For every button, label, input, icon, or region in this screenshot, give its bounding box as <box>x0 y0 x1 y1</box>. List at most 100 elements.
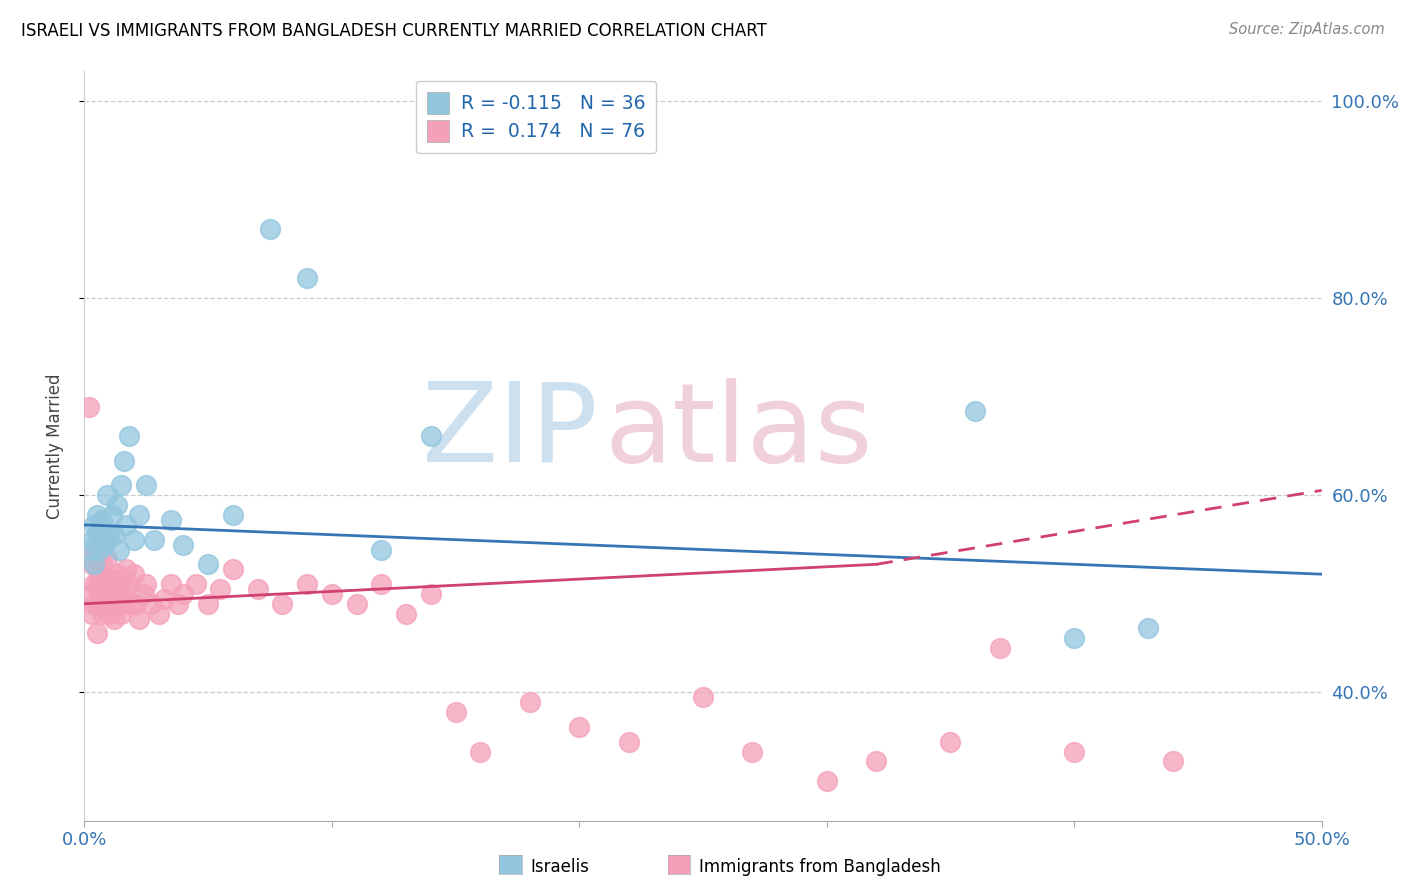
Point <box>96 591 118 606</box>
Point <box>110 607 132 621</box>
Text: ISRAELI VS IMMIGRANTS FROM BANGLADESH CURRENTLY MARRIED CORRELATION CHART: ISRAELI VS IMMIGRANTS FROM BANGLADESH CU… <box>21 22 766 40</box>
Point <box>86 562 108 576</box>
Legend: R = -0.115   N = 36, R =  0.174   N = 76: R = -0.115 N = 36, R = 0.174 N = 76 <box>416 81 657 153</box>
Point <box>105 567 128 582</box>
Point <box>108 542 131 557</box>
Point <box>96 488 118 502</box>
Point <box>86 577 108 591</box>
Point <box>79 400 101 414</box>
Point <box>103 611 125 625</box>
Point <box>965 404 987 418</box>
Point <box>80 533 103 547</box>
Point <box>419 429 441 443</box>
Point <box>96 533 118 547</box>
Y-axis label: Currently Married: Currently Married <box>45 373 63 519</box>
Point <box>172 538 194 552</box>
Point <box>1137 621 1160 635</box>
Point <box>90 558 112 572</box>
Point <box>120 597 142 611</box>
Point <box>115 517 138 532</box>
Point <box>86 508 108 522</box>
Point <box>103 587 125 601</box>
Point <box>1161 755 1184 769</box>
Point <box>118 577 141 591</box>
Point <box>246 582 269 596</box>
Point <box>617 735 640 749</box>
Point <box>100 572 122 586</box>
Point <box>86 626 108 640</box>
Point <box>93 533 115 547</box>
Point <box>122 567 145 582</box>
Point <box>444 705 467 719</box>
Point <box>115 582 138 596</box>
Point <box>741 745 763 759</box>
Point <box>167 597 190 611</box>
Point <box>112 597 135 611</box>
Point <box>86 527 108 541</box>
Point <box>321 587 343 601</box>
Point <box>86 597 108 611</box>
Point <box>346 597 368 611</box>
Point <box>100 597 122 611</box>
Point <box>86 548 108 562</box>
Text: Immigrants from Bangladesh: Immigrants from Bangladesh <box>699 858 941 876</box>
Text: Israelis: Israelis <box>530 858 589 876</box>
Point <box>90 513 112 527</box>
Point <box>259 222 281 236</box>
Point <box>118 429 141 443</box>
Point <box>152 591 174 606</box>
Point <box>135 478 157 492</box>
Point <box>98 527 121 541</box>
Point <box>197 597 219 611</box>
Point <box>90 577 112 591</box>
Point <box>96 577 118 591</box>
Point <box>370 577 392 591</box>
Point <box>222 508 245 522</box>
Point <box>395 607 418 621</box>
Point <box>79 542 101 557</box>
Point <box>83 558 105 572</box>
Point <box>110 572 132 586</box>
Point <box>128 508 150 522</box>
Text: Source: ZipAtlas.com: Source: ZipAtlas.com <box>1229 22 1385 37</box>
Point <box>1063 632 1085 646</box>
Point <box>142 533 165 547</box>
Point <box>110 478 132 492</box>
Point <box>128 611 150 625</box>
Point <box>96 552 118 566</box>
Point <box>519 695 541 709</box>
Point <box>141 597 163 611</box>
Point <box>815 774 838 789</box>
Point <box>105 597 128 611</box>
Point <box>172 587 194 601</box>
Point <box>568 720 591 734</box>
Point <box>89 587 111 601</box>
Point <box>89 523 111 537</box>
Point <box>80 607 103 621</box>
Point <box>160 513 183 527</box>
Point <box>103 527 125 541</box>
Point <box>83 517 105 532</box>
Point <box>470 745 492 759</box>
Point <box>160 577 183 591</box>
Point <box>132 587 155 601</box>
Point <box>90 607 112 621</box>
Point <box>148 607 170 621</box>
Point <box>80 558 103 572</box>
Point <box>939 735 962 749</box>
Text: ZIP: ZIP <box>422 377 598 484</box>
Point <box>108 587 131 601</box>
Point <box>988 641 1011 656</box>
Point <box>295 271 318 285</box>
Point <box>89 572 111 586</box>
Point <box>370 542 392 557</box>
Point <box>112 454 135 468</box>
Point <box>865 755 887 769</box>
Point <box>135 577 157 591</box>
Point <box>93 538 115 552</box>
Point <box>93 587 115 601</box>
Point <box>115 562 138 576</box>
Point <box>1063 745 1085 759</box>
Point <box>83 597 105 611</box>
Point <box>271 597 294 611</box>
